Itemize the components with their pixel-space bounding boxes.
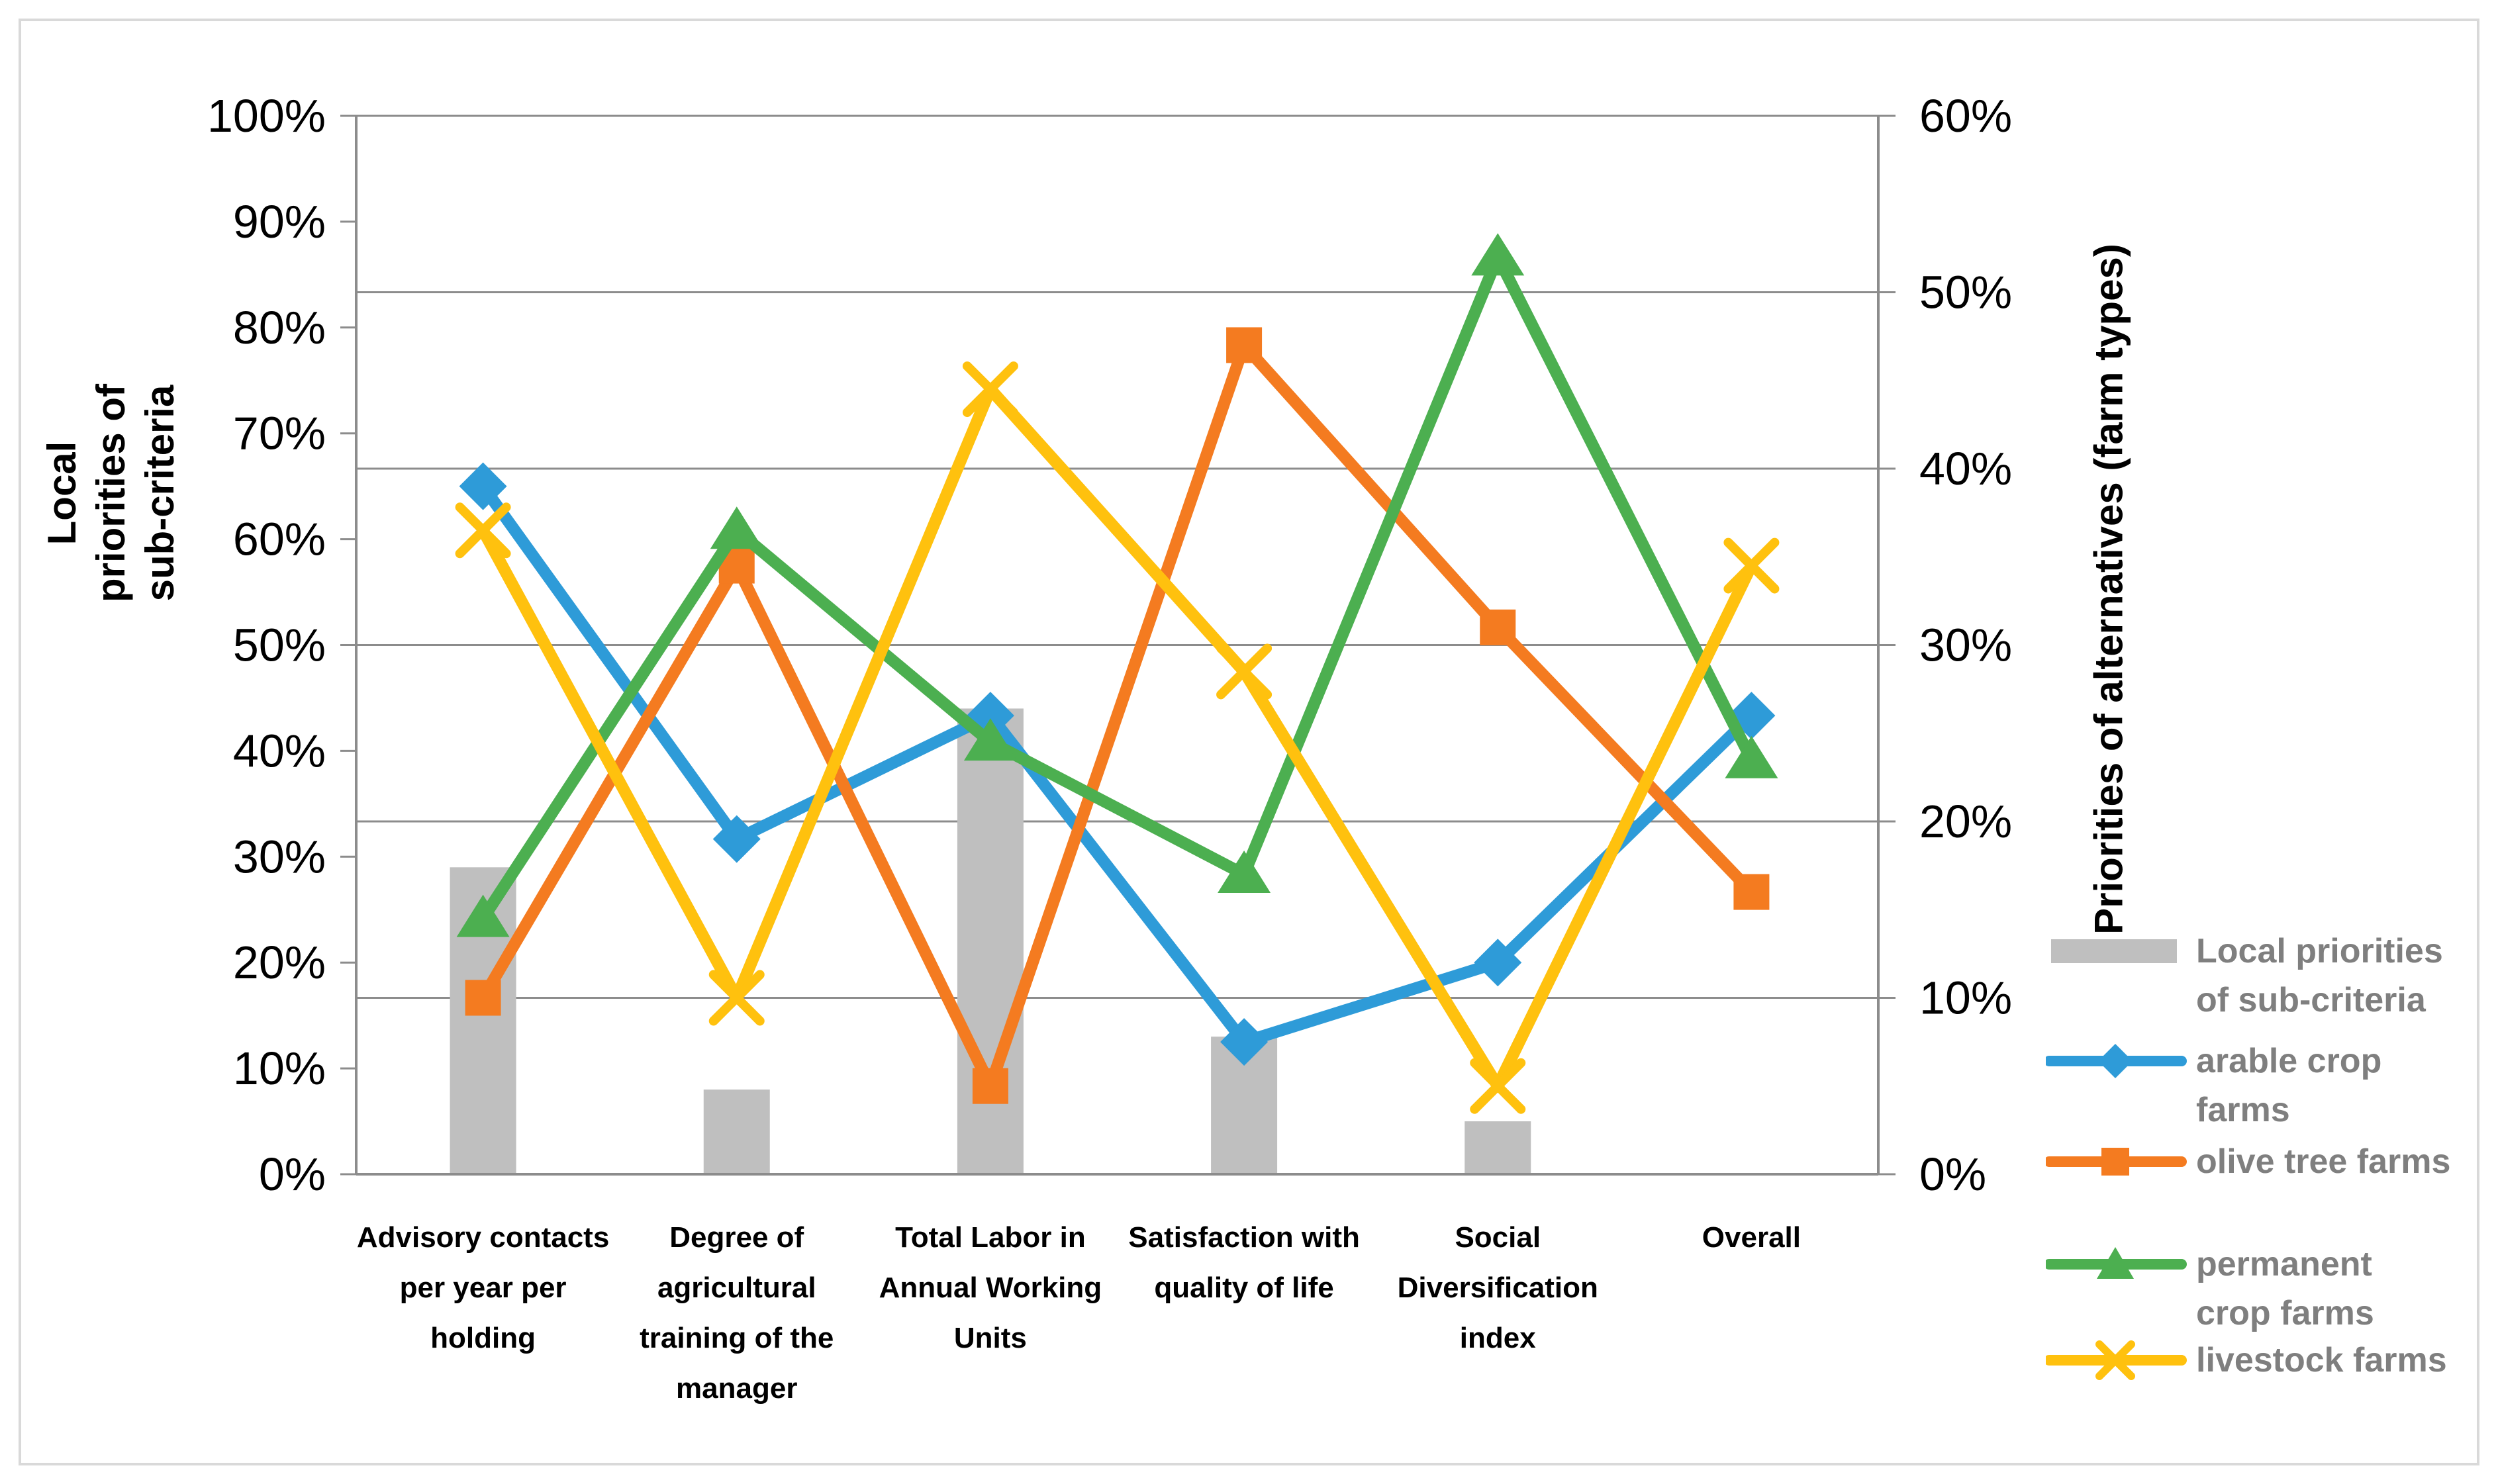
right-axis-title: Priorities of alternatives (farm types): [2086, 244, 2131, 935]
left-axis-tick-label: 90%: [233, 196, 326, 248]
category-label: Overall: [1702, 1221, 1801, 1254]
legend-line-swatch: [2046, 1340, 2187, 1380]
legend-line-swatch: [2046, 1247, 2187, 1279]
bar-local-priorities: [1465, 1121, 1531, 1174]
right-axis-tick-label: 30%: [1919, 620, 2012, 671]
bar-local-priorities: [703, 1090, 770, 1174]
right-axis-tick-label: 0%: [1919, 1148, 1986, 1200]
line-olive-tree-farms: [477, 339, 1756, 1092]
line-arable-crop-farms: [478, 483, 1756, 1048]
category-label: Satisfaction with quality of life: [1128, 1221, 1360, 1304]
legend-item-label: Local priorities of sub-criteria: [2196, 932, 2443, 1019]
triangle-marker: [963, 718, 1017, 761]
diamond-marker: [459, 462, 507, 510]
legend-line-swatch: [2046, 1044, 2187, 1078]
line-permanent-crop-farms: [478, 251, 1757, 922]
line-livestock-farms: [477, 383, 1757, 1092]
left-axis-tick-label: 50%: [233, 620, 326, 671]
left-axis-tick-label: 30%: [233, 831, 326, 882]
category-label: Advisory contacts per year per holding: [356, 1221, 610, 1354]
legend-item-label: livestock farms: [2196, 1341, 2447, 1379]
left-axis-tick-label: 10%: [233, 1043, 326, 1094]
left-axis-title: Local priorities of sub-criteria: [38, 384, 185, 602]
x-marker: [455, 502, 511, 559]
x-marker: [1216, 643, 1273, 700]
legend-item-olive-tree-farms: olive tree farms: [2046, 1135, 2450, 1188]
left-axis-tick-label: 60%: [233, 514, 326, 565]
triangle-marker: [1725, 735, 1778, 778]
x-marker: [962, 361, 1018, 418]
left-axis-title-line: priorities of: [89, 383, 133, 603]
category-label: Total Labor in Annual Working Units: [879, 1221, 1102, 1354]
legend-item-label: permanent crop farms: [2196, 1245, 2374, 1332]
bar-local-priorities: [957, 708, 1024, 1174]
chart-frame-border: [19, 19, 2479, 1465]
square-marker: [465, 980, 501, 1016]
x-marker: [708, 970, 765, 1026]
square-marker: [1226, 327, 1263, 363]
triangle-marker: [1471, 233, 1525, 276]
left-axis-title-line: sub-criteria: [138, 385, 182, 602]
legend-item-label: arable crop farms: [2196, 1042, 2382, 1129]
triangle-marker: [710, 506, 763, 549]
legend-item-arable-crop-farms: arable crop farms: [2046, 1035, 2381, 1135]
x-marker: [1470, 1058, 1526, 1114]
left-axis-tick-label: 20%: [233, 937, 326, 988]
diamond-marker: [1220, 1018, 1269, 1066]
legend-item-livestock-farms: livestock farms: [2046, 1334, 2447, 1387]
legend-bar-swatch: [2051, 939, 2177, 963]
triangle-marker: [1218, 850, 1271, 893]
left-axis-tick-label: 0%: [259, 1148, 326, 1200]
legend-item-permanent-crop-farms: permanent crop farms: [2046, 1238, 2374, 1338]
triangle-marker: [456, 894, 510, 937]
right-axis-tick-label: 20%: [1919, 796, 2012, 847]
diamond-marker: [1474, 939, 1522, 987]
category-label: Degree of agricultural training of the mana…: [640, 1221, 834, 1405]
left-axis-tick-label: 40%: [233, 725, 326, 776]
right-axis-tick-label: 40%: [1919, 443, 2012, 494]
left-axis-tick-label: 70%: [233, 408, 326, 459]
right-axis-tick-label: 60%: [1919, 90, 2012, 142]
left-axis-tick-label: 80%: [233, 302, 326, 353]
legend-item-Local-priorities-of-sub-criteria: Local priorities of sub-criteria: [2046, 925, 2443, 1025]
category-label: Social Diversification index: [1397, 1221, 1598, 1354]
right-axis-tick-label: 50%: [1919, 267, 2012, 318]
square-marker: [1733, 874, 1770, 910]
legend-item-label: olive tree farms: [2196, 1142, 2451, 1181]
square-marker: [972, 1068, 1008, 1104]
x-marker: [1723, 537, 1780, 594]
left-axis-tick-label: 100%: [207, 90, 326, 142]
square-marker: [1480, 609, 1516, 645]
diamond-marker: [712, 815, 761, 863]
right-axis-tick-label: 10%: [1919, 972, 2012, 1024]
legend-line-swatch: [2046, 1148, 2187, 1176]
left-axis-title-line: Local: [40, 441, 84, 545]
